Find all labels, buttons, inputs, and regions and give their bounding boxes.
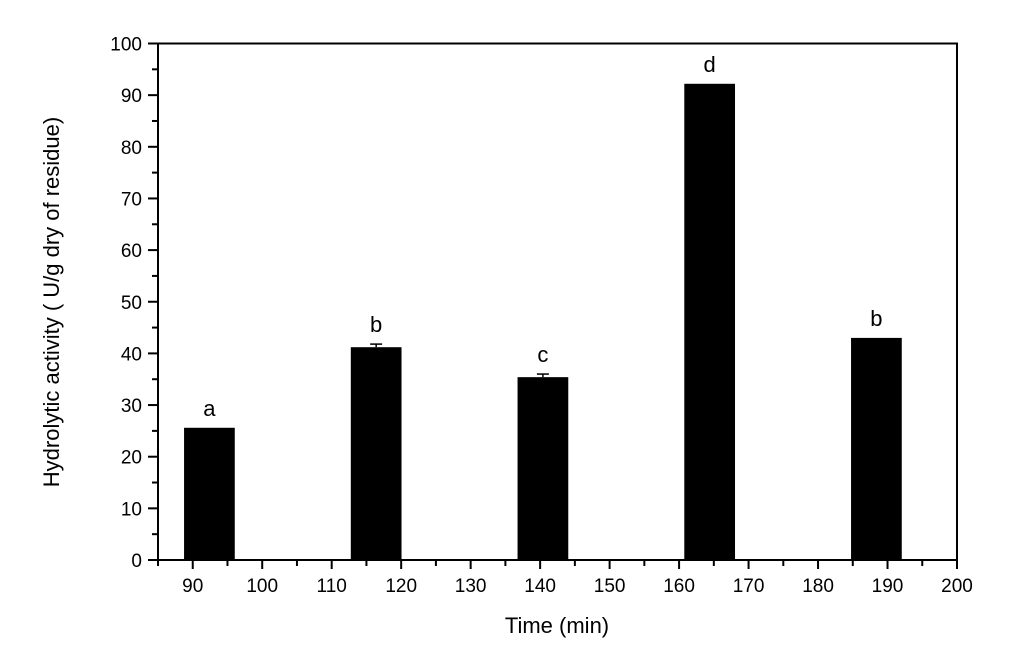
y-axis: 0 10 20 30 40 50 60 70 80 90 100 — [110, 35, 159, 572]
y-tick-label: 40 — [121, 344, 142, 365]
y-tick-label: 100 — [110, 35, 142, 56]
bar — [851, 337, 902, 560]
x-tick-label: 160 — [663, 576, 695, 597]
y-tick-label: 50 — [121, 293, 142, 314]
x-axis-title: Time (min) — [505, 613, 609, 638]
x-axis: 90 100 110 120 130 140 150 160 170 180 190 200 — [157, 559, 973, 597]
y-tick-label: 0 — [131, 551, 142, 572]
x-tick-label: 90 — [182, 576, 203, 597]
y-axis-title: Hydrolytic activity ( U/g dry of residue… — [39, 117, 64, 487]
plot-frame — [157, 42, 958, 560]
y-tick-label: 30 — [121, 396, 142, 417]
bar — [350, 347, 402, 560]
x-tick-label: 120 — [385, 576, 417, 597]
significance-letter: d — [704, 52, 716, 77]
bar — [517, 377, 569, 560]
x-tick-label: 150 — [594, 576, 626, 597]
x-tick-label: 190 — [872, 576, 904, 597]
bar — [184, 427, 235, 560]
x-tick-label: 100 — [246, 576, 278, 597]
x-tick-label: 170 — [733, 576, 765, 597]
bars-group — [184, 83, 902, 561]
x-tick-label: 140 — [524, 576, 556, 597]
significance-letter: c — [537, 342, 548, 367]
y-tick-label: 90 — [121, 86, 142, 107]
significance-letter: b — [370, 312, 382, 337]
bar — [684, 83, 736, 561]
x-tick-label: 130 — [455, 576, 487, 597]
y-tick-label: 80 — [121, 138, 142, 159]
significance-letters: a b c d b — [203, 52, 882, 421]
x-tick-label: 200 — [941, 576, 973, 597]
y-tick-label: 20 — [121, 448, 142, 469]
x-tick-label: 180 — [802, 576, 834, 597]
y-tick-label: 70 — [121, 189, 142, 210]
y-tick-label: 60 — [121, 241, 142, 262]
significance-letter: a — [203, 396, 216, 421]
y-tick-label: 10 — [121, 499, 142, 520]
error-bars-group — [370, 343, 549, 378]
significance-letter: b — [870, 306, 882, 331]
x-tick-label: 110 — [317, 576, 347, 597]
